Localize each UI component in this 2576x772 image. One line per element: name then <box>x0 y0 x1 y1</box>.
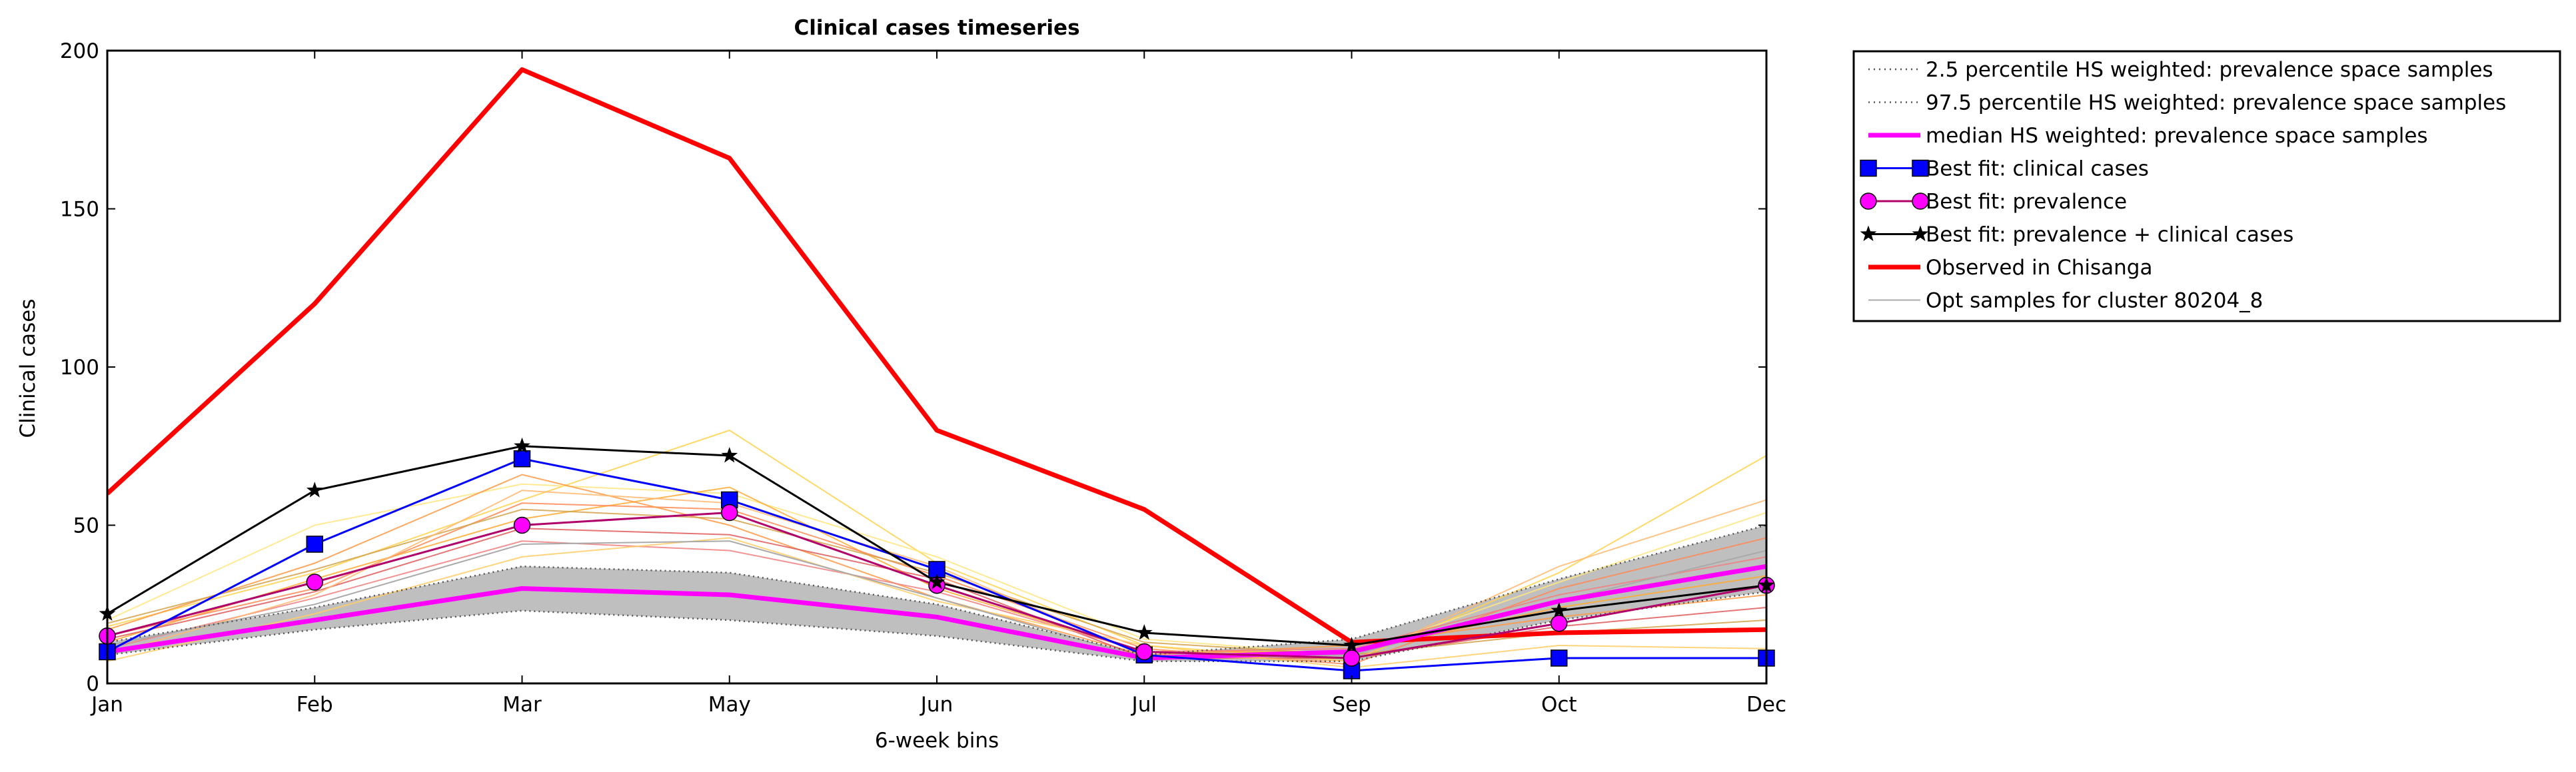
chart-title: Clinical cases timeseries <box>794 16 1079 40</box>
sample-line <box>107 537 1766 669</box>
marker-square <box>513 450 531 468</box>
legend-label: 2.5 percentile HS weighted: prevalence s… <box>1926 58 2493 82</box>
legend-marker-square <box>1912 159 1929 177</box>
x-tick-label: Dec <box>1746 693 1786 717</box>
legend-marker-square <box>1860 159 1877 177</box>
legend-entry: Best fit: prevalence <box>1860 190 2127 214</box>
legend-marker-circle <box>1912 193 1929 210</box>
marker-square <box>1551 649 1568 667</box>
legend-label: Opt samples for cluster 80204_8 <box>1926 289 2263 313</box>
legend-entry: 97.5 percentile HS weighted: prevalence … <box>1868 91 2506 115</box>
x-tick-label: Jul <box>1131 693 1157 717</box>
x-tick-label: Oct <box>1541 693 1577 717</box>
legend-entry: median HS weighted: prevalence space sam… <box>1868 124 2428 148</box>
y-tick-label: 50 <box>73 514 99 538</box>
sample-line <box>107 483 1766 656</box>
x-axis-label: 6-week bins <box>875 729 999 753</box>
x-tick-label: Jun <box>920 693 953 717</box>
legend-entry: Opt samples for cluster 80204_8 <box>1868 289 2263 313</box>
marker-circle <box>1135 643 1153 661</box>
legend-label: median HS weighted: prevalence space sam… <box>1926 124 2428 148</box>
series-observed-line <box>107 67 1766 645</box>
percentile-band <box>107 525 1766 661</box>
marker-circle <box>1343 649 1361 667</box>
marker-circle <box>306 574 323 591</box>
legend-entry: Observed in Chisanga <box>1868 256 2153 280</box>
marker-square <box>306 536 323 553</box>
x-tick-label: Jan <box>90 693 123 717</box>
y-tick-label: 100 <box>60 356 99 380</box>
x-tick-label: Mar <box>502 693 542 717</box>
x-tick-label: Sep <box>1332 693 1371 717</box>
legend-marker-circle <box>1860 193 1877 210</box>
legend-label: Best fit: clinical cases <box>1926 157 2149 181</box>
series-median-line <box>107 564 1766 661</box>
marker-circle <box>721 504 738 522</box>
legend-entry: 2.5 percentile HS weighted: prevalence s… <box>1868 58 2493 82</box>
y-tick-label: 0 <box>86 672 99 696</box>
legend-label: Best fit: prevalence <box>1926 190 2127 214</box>
legend-entry: Best fit: prevalence + clinical cases <box>1860 223 2293 247</box>
y-tick-label: 200 <box>60 39 99 63</box>
x-tick-label: Feb <box>297 693 333 717</box>
legend-label: Observed in Chisanga <box>1926 256 2153 280</box>
y-axis-label: Clinical cases <box>16 298 40 438</box>
legend-entry: Best fit: clinical cases <box>1860 157 2149 181</box>
series-97-5-percentile-line <box>107 524 1766 656</box>
marker-circle <box>1551 615 1568 632</box>
legend-box <box>1852 50 2561 322</box>
marker-circle <box>513 516 531 534</box>
x-tick-label: May <box>708 693 751 717</box>
legend-label: Best fit: prevalence + clinical cases <box>1926 223 2293 247</box>
legend-label: 97.5 percentile HS weighted: prevalence … <box>1926 91 2506 115</box>
y-tick-label: 150 <box>60 198 99 222</box>
